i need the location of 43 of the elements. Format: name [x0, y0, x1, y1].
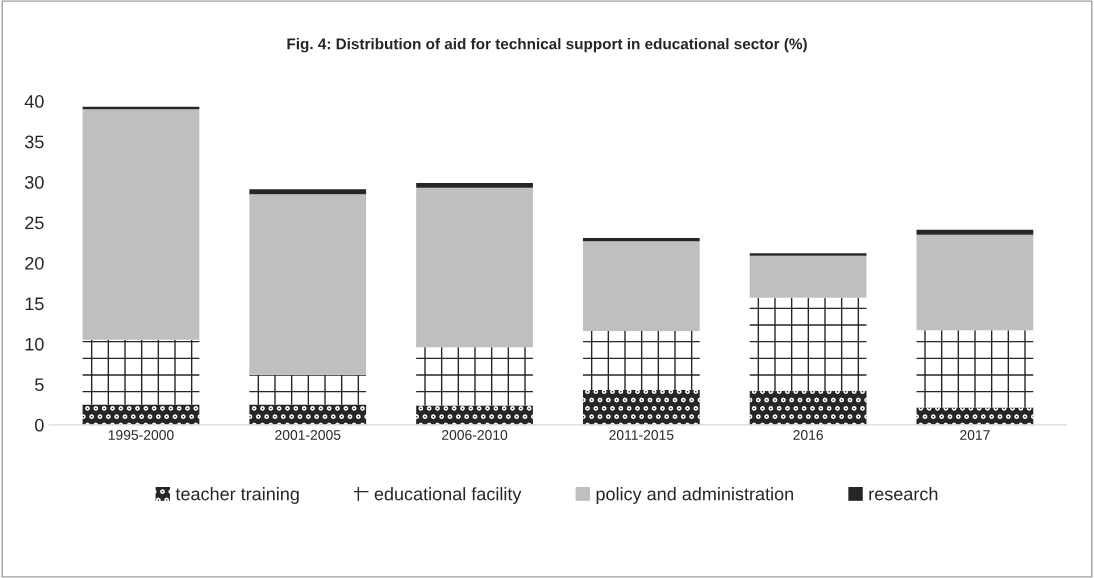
x-tick-label: 1995-2000 [108, 430, 174, 440]
bar [416, 347, 533, 406]
chart-title: Fig. 4: Distribution of aid for technical support in educational sector (%) [287, 38, 807, 53]
y-tick-label: 0 [35, 418, 44, 432]
bar [916, 407, 1034, 425]
bar [916, 229, 1034, 235]
bar [249, 189, 367, 195]
bar [416, 182, 533, 188]
bar [749, 255, 867, 298]
x-tick-label: 2006-2010 [442, 430, 508, 440]
bar [82, 109, 200, 340]
bar [249, 404, 367, 425]
bar [582, 390, 700, 425]
bar [582, 330, 700, 391]
y-tick-label: 15 [25, 297, 44, 311]
y-tick-label: 40 [24, 95, 44, 108]
bar [749, 253, 867, 256]
legend-label: teacher training [175, 487, 299, 504]
bar [916, 234, 1034, 331]
y-tick-label: 35 [24, 135, 44, 149]
legend-label: research [869, 487, 938, 501]
bar [416, 187, 533, 348]
bar [749, 390, 867, 425]
y-tick-label: 10 [25, 337, 44, 351]
bar [582, 237, 700, 242]
y-tick-label: 5 [35, 378, 44, 392]
bar [416, 405, 533, 425]
x-tick-label: 2017 [960, 430, 990, 440]
legend-label: educational facility [374, 487, 522, 504]
bar [582, 241, 700, 331]
legend-label: policy and administration [596, 487, 794, 504]
x-tick-label: 2011-2015 [609, 430, 674, 440]
bar [82, 404, 200, 425]
bar [82, 339, 200, 405]
y-tick-label: 30 [24, 176, 44, 189]
y-tick-label: 25 [25, 216, 44, 230]
x-tick-label: 2001-2005 [275, 430, 341, 440]
bar [249, 194, 367, 375]
bar [749, 297, 867, 391]
bar [249, 374, 367, 405]
bar [916, 330, 1034, 408]
y-tick-label: 20 [25, 256, 44, 270]
x-tick-label: 2016 [793, 430, 823, 440]
